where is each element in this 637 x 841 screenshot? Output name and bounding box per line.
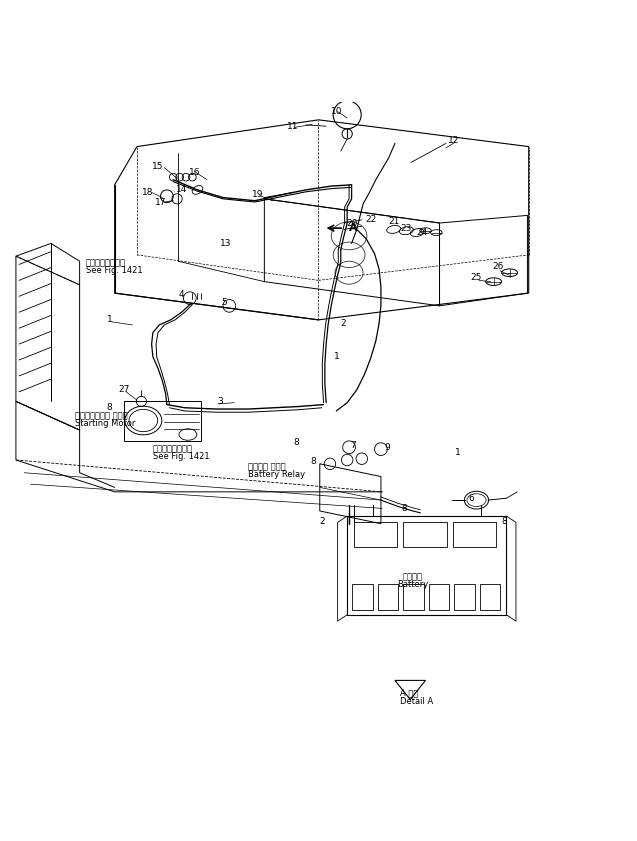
Text: 4: 4 xyxy=(179,290,184,299)
Text: See Fig. 1421: See Fig. 1421 xyxy=(153,452,210,462)
Bar xyxy=(352,584,373,610)
Text: 26: 26 xyxy=(492,262,504,271)
Bar xyxy=(429,584,449,610)
Text: 19: 19 xyxy=(252,190,264,198)
Bar xyxy=(354,522,397,547)
Text: 22: 22 xyxy=(365,215,376,225)
Text: 2: 2 xyxy=(340,320,345,328)
Bar xyxy=(403,522,447,547)
Text: Detail A: Detail A xyxy=(400,697,433,706)
Bar xyxy=(378,584,398,610)
Text: 24: 24 xyxy=(416,228,427,237)
Text: 1: 1 xyxy=(333,352,340,362)
Text: See Fig. 1421: See Fig. 1421 xyxy=(86,266,143,275)
Text: 27: 27 xyxy=(118,385,130,394)
Text: 15: 15 xyxy=(152,162,164,172)
Bar xyxy=(453,522,496,547)
Text: 20: 20 xyxy=(346,219,357,228)
Text: 23: 23 xyxy=(401,224,412,233)
Text: 11: 11 xyxy=(287,122,299,130)
Text: 14: 14 xyxy=(176,185,187,194)
Text: 3: 3 xyxy=(217,397,223,406)
Bar xyxy=(347,516,506,615)
Text: A: A xyxy=(349,223,358,233)
Text: 8: 8 xyxy=(106,404,113,412)
Text: 6: 6 xyxy=(468,494,475,503)
Text: 12: 12 xyxy=(448,135,459,145)
Text: Starting Motor: Starting Motor xyxy=(75,419,136,427)
Text: 16: 16 xyxy=(189,167,200,177)
Text: 9: 9 xyxy=(384,442,390,452)
Text: バッテリ: バッテリ xyxy=(403,572,423,581)
Text: A 詳細: A 詳細 xyxy=(400,689,419,698)
Text: 8: 8 xyxy=(401,504,408,513)
Bar xyxy=(403,584,424,610)
Text: バッテリ リレー: バッテリ リレー xyxy=(248,462,286,471)
Text: 10: 10 xyxy=(331,107,342,116)
Text: 1: 1 xyxy=(454,448,461,457)
Text: Battery: Battery xyxy=(397,580,429,590)
Text: 第１４２１図参照: 第１４２１図参照 xyxy=(86,258,126,267)
Text: 第１４２１図参照: 第１４２１図参照 xyxy=(153,445,193,453)
Bar xyxy=(480,584,500,610)
Bar xyxy=(454,584,475,610)
Text: 17: 17 xyxy=(155,198,166,207)
Text: 1: 1 xyxy=(106,315,113,325)
Text: 21: 21 xyxy=(388,217,399,226)
Text: 25: 25 xyxy=(471,272,482,282)
Text: 7: 7 xyxy=(350,442,357,451)
Text: スターティング モータ: スターティング モータ xyxy=(75,411,128,420)
Text: 13: 13 xyxy=(220,239,232,248)
Text: 8: 8 xyxy=(293,438,299,447)
Text: 8: 8 xyxy=(501,516,508,526)
Text: Battery Relay: Battery Relay xyxy=(248,469,306,479)
Text: 18: 18 xyxy=(142,188,154,197)
Text: 5: 5 xyxy=(221,298,227,306)
Text: 8: 8 xyxy=(310,458,317,467)
Text: 2: 2 xyxy=(319,516,324,526)
